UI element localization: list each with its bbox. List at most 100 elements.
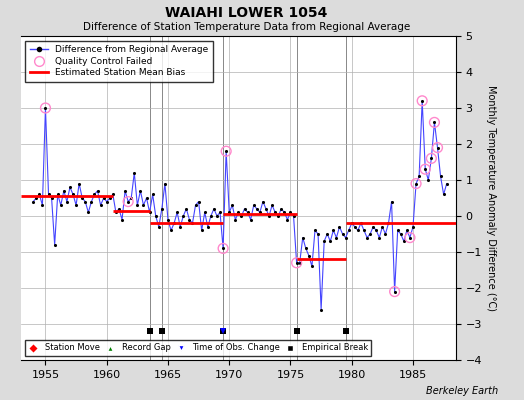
Point (415, 173, 423, 180)
Point (124, 198, 133, 205)
Y-axis label: Monthly Temperature Anomaly Difference (°C): Monthly Temperature Anomaly Difference (… (486, 85, 496, 311)
Point (188, 220, 196, 226)
Point (139, 202, 148, 208)
Point (308, 263, 316, 270)
Point (378, 224, 387, 230)
Point (299, 234, 307, 241)
Point (201, 209, 209, 216)
Point (241, 206, 249, 212)
Point (372, 227, 380, 234)
Point (357, 220, 365, 226)
Point (253, 206, 261, 212)
Point (219, 245, 227, 252)
Point (210, 206, 218, 212)
Point (329, 227, 337, 234)
Point (136, 188, 145, 194)
Point (363, 234, 371, 241)
Point (60, 188, 68, 194)
Point (286, 209, 294, 216)
Point (222, 148, 231, 154)
Point (326, 238, 334, 244)
Point (335, 224, 344, 230)
Point (402, 227, 411, 234)
Point (29, 198, 37, 205)
Point (231, 216, 239, 223)
Point (93, 188, 102, 194)
Point (436, 173, 445, 180)
Point (32, 195, 40, 201)
Point (394, 227, 402, 234)
Text: Difference of Station Temperature Data from Regional Average: Difference of Station Temperature Data f… (83, 22, 410, 32)
Point (127, 195, 135, 201)
Point (268, 202, 276, 208)
Point (151, 213, 160, 219)
Point (427, 155, 435, 162)
Point (108, 191, 117, 198)
Point (442, 180, 451, 187)
Point (41, 105, 50, 111)
Point (246, 216, 255, 223)
Point (274, 213, 282, 219)
Point (390, 288, 399, 295)
Point (100, 195, 108, 201)
Point (63, 198, 71, 205)
Point (121, 188, 129, 194)
Point (397, 231, 405, 237)
Point (87, 198, 95, 205)
Point (81, 198, 90, 205)
Point (164, 216, 172, 223)
Point (90, 191, 99, 198)
Point (440, 191, 448, 198)
Point (176, 224, 184, 230)
Point (296, 260, 304, 266)
Point (167, 227, 175, 234)
Point (145, 209, 154, 216)
Point (185, 216, 193, 223)
Point (57, 202, 65, 208)
Point (130, 170, 138, 176)
Point (96, 202, 105, 208)
Text: Berkeley Earth: Berkeley Earth (425, 386, 498, 396)
Point (412, 180, 420, 187)
Point (375, 234, 384, 241)
Point (381, 231, 390, 237)
Point (369, 224, 377, 230)
Text: WAIAHI LOWER 1054: WAIAHI LOWER 1054 (165, 6, 328, 20)
Point (317, 306, 325, 313)
Point (38, 202, 47, 208)
Point (390, 288, 399, 295)
Point (179, 213, 188, 219)
Point (219, 245, 227, 252)
Point (406, 234, 414, 241)
Point (351, 224, 359, 230)
Point (400, 238, 408, 244)
Point (384, 220, 392, 226)
Point (277, 206, 286, 212)
Point (198, 227, 206, 234)
Point (124, 198, 133, 205)
Point (304, 252, 313, 259)
Point (344, 227, 353, 234)
Point (222, 148, 231, 154)
Point (161, 180, 169, 187)
Point (106, 195, 114, 201)
Point (347, 220, 356, 226)
Point (41, 105, 50, 111)
Point (115, 206, 123, 212)
Point (133, 202, 141, 208)
Point (262, 206, 270, 212)
Point (237, 213, 246, 219)
Point (418, 98, 427, 104)
Point (50, 242, 59, 248)
Point (360, 227, 368, 234)
Point (155, 224, 163, 230)
Point (332, 234, 341, 241)
Point (339, 231, 347, 237)
Point (249, 202, 258, 208)
Point (366, 231, 374, 237)
Legend: Station Move, Record Gap, Time of Obs. Change, Empirical Break: Station Move, Record Gap, Time of Obs. C… (25, 340, 372, 356)
Point (244, 209, 252, 216)
Point (412, 180, 420, 187)
Point (292, 260, 301, 266)
Point (35, 191, 43, 198)
